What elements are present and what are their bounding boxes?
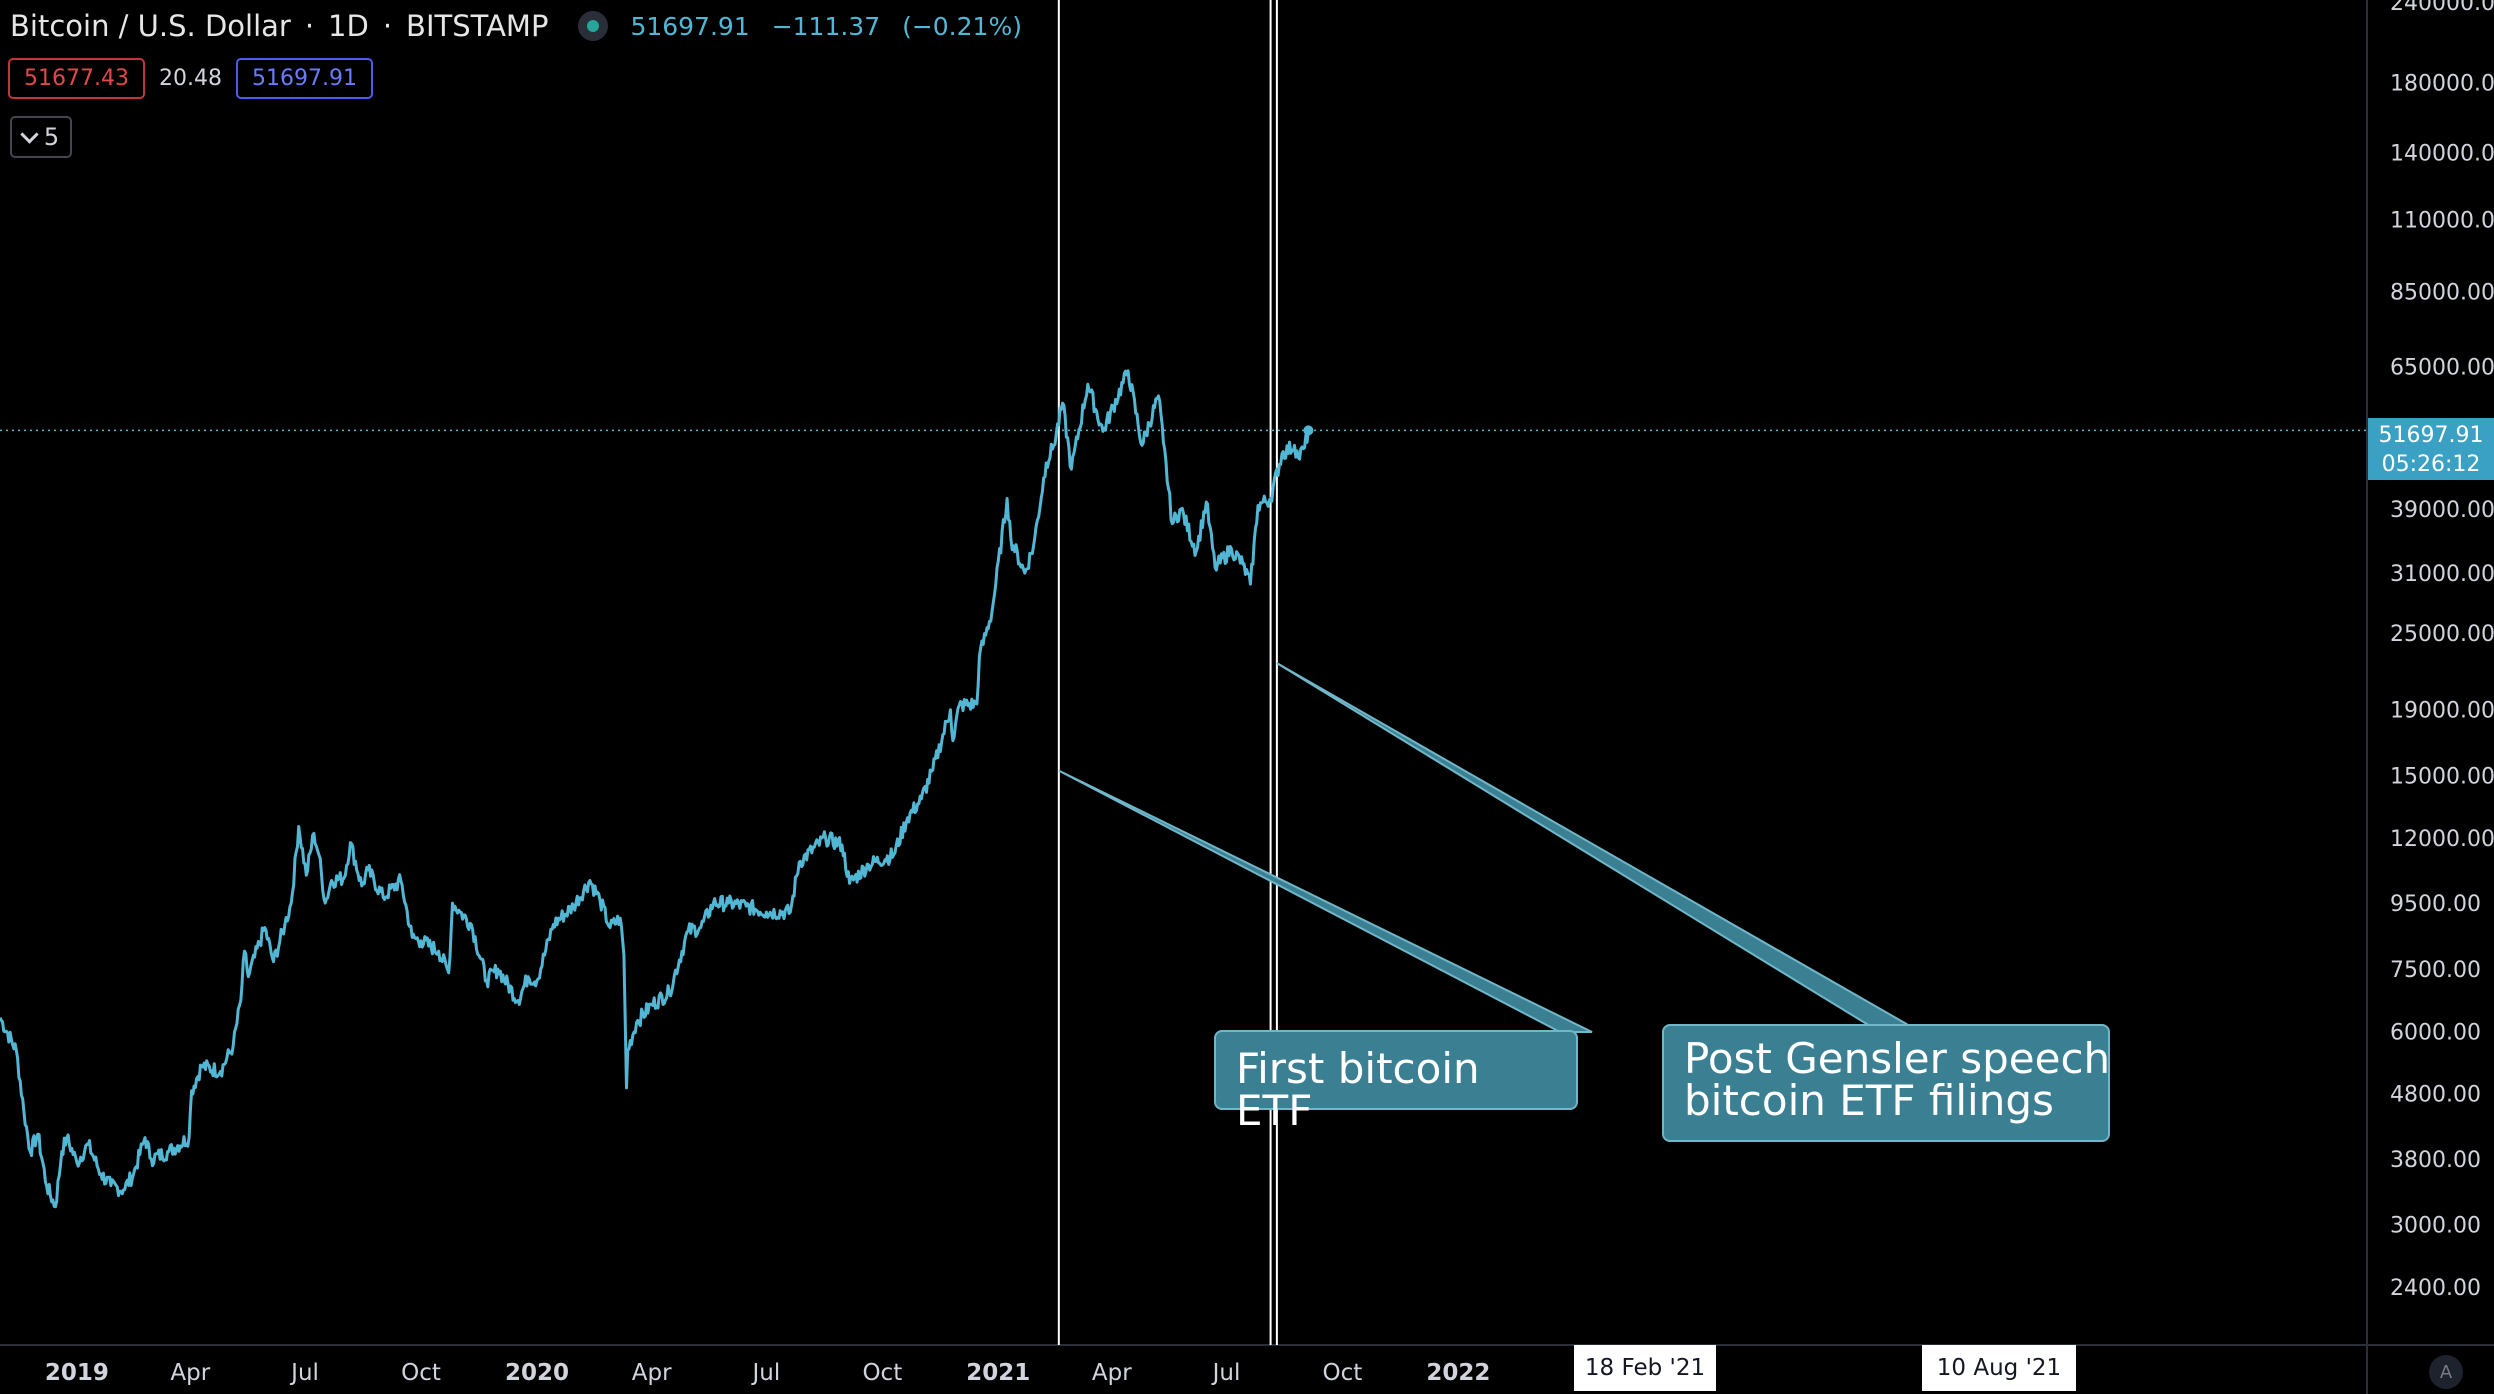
bar-countdown: 05:26:12 (2381, 452, 2481, 477)
callout-text: First bitcoin ETF (1236, 1044, 1480, 1135)
quote-values: 51697.91 −111.37 (−0.21%) (630, 12, 1036, 41)
y-tick-label: 12000.00 (2390, 827, 2494, 852)
last-price-tag-value: 51697.91 (2378, 423, 2484, 448)
indicators-collapse-button[interactable]: 5 (10, 116, 72, 158)
interval-label[interactable]: 1D (328, 9, 369, 43)
y-tick-label: 3000.00 (2390, 1214, 2481, 1239)
callout-first-etf[interactable]: First bitcoin ETF (1214, 1030, 1578, 1132)
x-tick-label: Apr (1092, 1360, 1132, 1386)
x-tick-label: Jul (751, 1360, 781, 1386)
y-tick-label: 180000.00 (2390, 71, 2494, 96)
chevron-down-icon (20, 124, 39, 144)
x-tick-label: 2020 (505, 1360, 569, 1386)
x-tick-label: 2022 (1426, 1360, 1490, 1386)
exchange-label: BITSTAMP (406, 9, 549, 43)
separator-dot: · (304, 9, 315, 43)
y-tick-label: 110000.00 (2390, 209, 2494, 234)
y-tick-label: 9500.00 (2390, 892, 2481, 917)
x-tick-label: 2021 (966, 1360, 1030, 1386)
y-tick-label: 39000.00 (2390, 498, 2494, 523)
y-tick-label: 65000.00 (2390, 355, 2494, 380)
x-tick-label: Oct (401, 1360, 441, 1386)
sell-price-button[interactable]: 51677.43 (8, 58, 145, 99)
change-value: −111.37 (771, 11, 881, 41)
y-tick-label: 7500.00 (2390, 958, 2481, 983)
separator-dot: · (382, 9, 393, 43)
y-tick-label: 2400.00 (2390, 1276, 2481, 1301)
y-tick-label: 3800.00 (2390, 1148, 2481, 1173)
symbol-header: Bitcoin / U.S. Dollar · 1D · BITSTAMP 51… (10, 4, 1036, 48)
buy-price-button[interactable]: 51697.91 (235, 58, 373, 99)
price-series-line (0, 369, 1310, 1209)
y-tick-label: 25000.00 (2390, 622, 2494, 647)
y-tick-label: 6000.00 (2390, 1020, 2481, 1045)
x-tick-label: Jul (1211, 1360, 1241, 1386)
y-tick-label: 85000.00 (2390, 281, 2494, 306)
x-tick-label: Apr (632, 1360, 672, 1386)
x-tick-label: 2019 (45, 1360, 109, 1386)
change-percent: (−0.21%) (902, 11, 1022, 41)
x-tick-label: Oct (1323, 1360, 1363, 1386)
y-tick-label: 31000.00 (2390, 562, 2494, 587)
y-tick-label: 19000.00 (2390, 699, 2494, 724)
y-tick-label: 140000.00 (2390, 141, 2494, 166)
symbol-name[interactable]: Bitcoin / U.S. Dollar (10, 9, 291, 43)
y-tick-label: 240000.00 (2390, 0, 2494, 16)
auto-scale-button[interactable]: A (2429, 1355, 2463, 1389)
date-flag-aug: 10 Aug '21 (1922, 1345, 2076, 1391)
last-point-marker (1303, 425, 1314, 436)
x-tick-label: Jul (289, 1360, 319, 1386)
y-tick-label: 4800.00 (2390, 1083, 2481, 1108)
market-status-icon[interactable] (578, 11, 609, 41)
bid-ask-row: 51677.43 20.48 51697.91 (8, 58, 373, 99)
x-tick-label: Oct (862, 1360, 902, 1386)
y-tick-label: 15000.00 (2390, 765, 2494, 790)
last-price-tag: 51697.91 05:26:12 (2368, 418, 2494, 480)
indicators-count: 5 (43, 123, 60, 151)
callout-text-line1: Post Gensler speech (1684, 1034, 2111, 1083)
callout-gensler[interactable]: Post Gensler speech bitcoin ETF filings (1662, 1024, 2110, 1142)
x-tick-label: Apr (170, 1360, 210, 1386)
callout-text-line2: bitcoin ETF filings (1684, 1076, 2054, 1125)
spread-value: 20.48 (158, 66, 222, 91)
last-price-value: 51697.91 (630, 11, 750, 41)
date-flag-feb: 18 Feb '21 (1574, 1345, 1716, 1391)
